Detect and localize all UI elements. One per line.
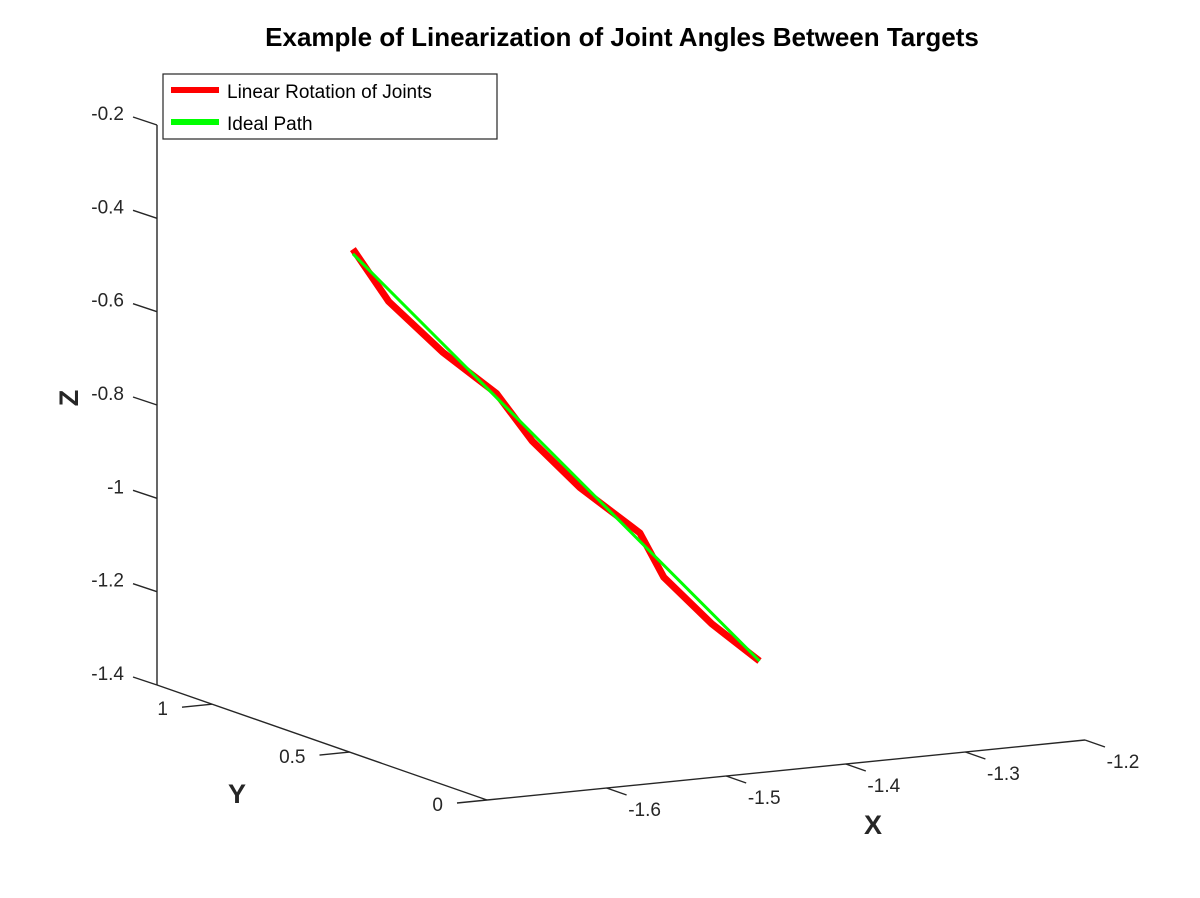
y-tick-mark <box>319 751 350 756</box>
x-tick-mark <box>1084 739 1106 748</box>
y-tick-label: 1 <box>157 699 168 720</box>
z-tick-mark <box>132 676 158 686</box>
y-axis-label: Y <box>228 779 246 809</box>
y-axis-ticks: 00.51 <box>157 699 488 816</box>
series-ideal-path-line <box>351 252 761 663</box>
series-linear-rotation-line <box>350 247 762 664</box>
y-axis-line <box>156 684 488 801</box>
z-tick-label: -0.6 <box>91 291 124 312</box>
x-tick-label: -1.4 <box>867 776 900 797</box>
z-axis-label: Z <box>54 390 84 407</box>
z-tick-mark <box>132 583 158 593</box>
x-tick-label: -1.3 <box>987 764 1020 785</box>
plot-box <box>156 125 1086 801</box>
z-tick-label: -1.2 <box>91 571 124 592</box>
z-axis-ticks: -0.2 -0.4 -0.6 -0.8 -1 -1.2 -1.4 <box>91 104 158 686</box>
z-tick-mark <box>132 209 158 219</box>
y-tick-mark <box>181 703 213 708</box>
z-tick-label: -1.4 <box>91 664 124 685</box>
z-tick-label: -0.8 <box>91 384 124 405</box>
x-tick-mark <box>725 775 747 784</box>
x-tick-label: -1.6 <box>628 800 661 821</box>
x-axis-ticks: -1.6 -1.5 -1.4 -1.3 -1.2 <box>606 739 1140 821</box>
x-tick-mark <box>965 751 986 760</box>
z-tick-mark <box>132 489 158 499</box>
x-tick-label: -1.2 <box>1107 752 1140 773</box>
z-tick-mark <box>132 116 158 126</box>
x-tick-mark <box>606 787 627 796</box>
x-tick-label: -1.5 <box>748 788 781 809</box>
legend-box <box>162 73 498 140</box>
z-tick-label: -0.2 <box>91 104 124 125</box>
legend-label-linear-rotation: Linear Rotation of Joints <box>227 82 432 103</box>
z-tick-label: -1 <box>107 477 124 498</box>
legend: Linear Rotation of Joints Ideal Path <box>162 73 498 140</box>
y-tick-mark <box>456 799 488 804</box>
z-tick-mark <box>132 303 158 313</box>
x-axis-label: X <box>864 810 882 840</box>
y-tick-label: 0.5 <box>279 747 305 768</box>
chart-title: Example of Linearization of Joint Angles… <box>265 22 979 52</box>
x-axis-line <box>486 739 1086 801</box>
series-layer <box>350 247 762 664</box>
x-tick-mark <box>845 763 867 772</box>
z-tick-label: -0.4 <box>91 197 124 218</box>
legend-label-ideal-path: Ideal Path <box>227 114 313 135</box>
y-tick-label: 0 <box>432 795 443 816</box>
z-tick-mark <box>132 396 158 406</box>
